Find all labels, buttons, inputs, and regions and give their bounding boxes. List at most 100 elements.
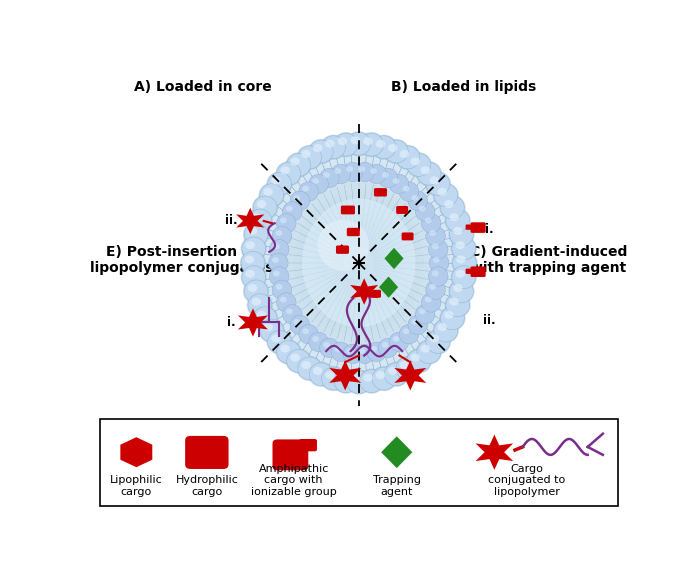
Ellipse shape xyxy=(410,354,420,362)
Ellipse shape xyxy=(258,183,285,208)
Ellipse shape xyxy=(241,252,265,274)
FancyBboxPatch shape xyxy=(100,419,617,507)
Ellipse shape xyxy=(301,150,311,158)
Ellipse shape xyxy=(333,368,359,394)
Ellipse shape xyxy=(321,366,346,391)
Ellipse shape xyxy=(419,308,426,314)
Polygon shape xyxy=(329,360,361,390)
Ellipse shape xyxy=(421,344,430,352)
Ellipse shape xyxy=(321,135,346,160)
Ellipse shape xyxy=(290,354,300,362)
Ellipse shape xyxy=(440,196,464,219)
Ellipse shape xyxy=(376,140,385,148)
Ellipse shape xyxy=(440,305,466,331)
Ellipse shape xyxy=(446,294,470,317)
Ellipse shape xyxy=(294,189,424,336)
Ellipse shape xyxy=(372,367,396,390)
Polygon shape xyxy=(379,277,398,298)
Ellipse shape xyxy=(456,270,465,278)
Ellipse shape xyxy=(448,222,475,247)
Ellipse shape xyxy=(288,183,429,343)
Ellipse shape xyxy=(331,342,351,362)
Ellipse shape xyxy=(276,214,296,233)
Ellipse shape xyxy=(251,213,261,221)
Ellipse shape xyxy=(456,241,465,249)
Ellipse shape xyxy=(273,270,280,277)
FancyBboxPatch shape xyxy=(299,439,317,452)
Polygon shape xyxy=(384,248,404,269)
Polygon shape xyxy=(475,434,513,470)
Ellipse shape xyxy=(335,346,342,352)
Ellipse shape xyxy=(276,161,302,186)
Ellipse shape xyxy=(371,366,397,391)
Ellipse shape xyxy=(429,253,449,273)
Ellipse shape xyxy=(360,133,384,156)
Text: Trapping
agent: Trapping agent xyxy=(372,476,421,497)
FancyBboxPatch shape xyxy=(466,225,475,230)
Ellipse shape xyxy=(400,361,409,369)
Ellipse shape xyxy=(408,315,428,335)
Ellipse shape xyxy=(358,368,384,394)
Ellipse shape xyxy=(272,226,292,246)
Ellipse shape xyxy=(372,136,396,159)
Ellipse shape xyxy=(271,176,281,185)
Ellipse shape xyxy=(312,178,319,184)
Ellipse shape xyxy=(320,338,339,358)
Text: i.: i. xyxy=(227,316,236,329)
Ellipse shape xyxy=(408,191,428,210)
Ellipse shape xyxy=(396,146,420,169)
Ellipse shape xyxy=(421,166,430,174)
Ellipse shape xyxy=(346,132,371,155)
Polygon shape xyxy=(120,437,153,467)
Ellipse shape xyxy=(379,338,398,358)
Ellipse shape xyxy=(371,135,397,160)
Ellipse shape xyxy=(304,202,413,324)
Text: ii.: ii. xyxy=(482,314,496,327)
Ellipse shape xyxy=(444,293,471,318)
Ellipse shape xyxy=(280,166,290,174)
Ellipse shape xyxy=(393,336,400,342)
Ellipse shape xyxy=(298,357,321,380)
Ellipse shape xyxy=(343,162,363,182)
FancyBboxPatch shape xyxy=(336,245,349,254)
Text: D) Lipopolymer conjugates
incorporated during synthesis: D) Lipopolymer conjugates incorporated d… xyxy=(241,459,477,489)
Polygon shape xyxy=(238,308,268,336)
Ellipse shape xyxy=(370,346,377,352)
Ellipse shape xyxy=(335,168,342,174)
Ellipse shape xyxy=(278,171,440,355)
Ellipse shape xyxy=(241,266,266,289)
Ellipse shape xyxy=(286,348,312,374)
Ellipse shape xyxy=(244,256,254,264)
Text: Hydrophilic
cargo: Hydrophilic cargo xyxy=(176,476,238,497)
Ellipse shape xyxy=(384,363,408,386)
Ellipse shape xyxy=(395,356,421,381)
Ellipse shape xyxy=(433,183,459,208)
Ellipse shape xyxy=(290,315,309,335)
Ellipse shape xyxy=(272,257,279,263)
Ellipse shape xyxy=(248,294,272,317)
Ellipse shape xyxy=(346,371,371,394)
FancyBboxPatch shape xyxy=(396,206,408,214)
Polygon shape xyxy=(350,278,378,305)
Ellipse shape xyxy=(260,184,284,207)
Ellipse shape xyxy=(267,172,291,195)
Ellipse shape xyxy=(267,331,291,354)
Ellipse shape xyxy=(297,145,323,170)
Ellipse shape xyxy=(252,305,278,331)
Ellipse shape xyxy=(438,188,447,196)
Ellipse shape xyxy=(261,152,456,374)
Ellipse shape xyxy=(363,137,372,145)
Ellipse shape xyxy=(429,284,436,290)
Ellipse shape xyxy=(434,319,458,342)
Ellipse shape xyxy=(449,223,473,246)
Ellipse shape xyxy=(253,307,277,329)
Ellipse shape xyxy=(251,298,261,306)
Ellipse shape xyxy=(267,159,451,367)
Ellipse shape xyxy=(415,305,435,324)
Ellipse shape xyxy=(276,293,296,312)
FancyBboxPatch shape xyxy=(374,188,387,197)
Ellipse shape xyxy=(382,172,388,178)
Ellipse shape xyxy=(321,220,397,306)
Ellipse shape xyxy=(283,202,302,221)
FancyBboxPatch shape xyxy=(369,290,381,298)
